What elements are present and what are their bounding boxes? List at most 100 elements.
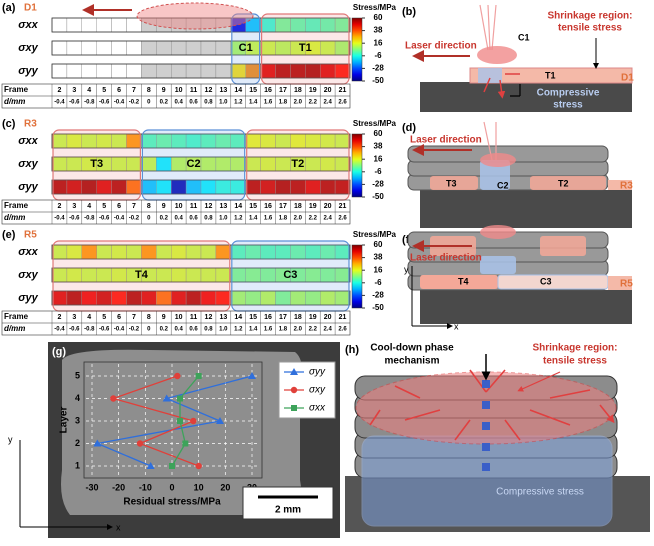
d-label: 2.6 bbox=[338, 216, 347, 222]
colorbar-tick-label: 60 bbox=[374, 13, 383, 22]
specimen-label: R3 bbox=[24, 119, 37, 130]
axis-arrow bbox=[19, 440, 110, 527]
d-label: 0 bbox=[147, 216, 151, 222]
frame-label: 14 bbox=[234, 203, 242, 210]
frame-label: 21 bbox=[339, 203, 347, 210]
legend-marker bbox=[290, 368, 298, 375]
frame-label: 20 bbox=[324, 87, 332, 94]
d-label: 1.2 bbox=[234, 327, 243, 333]
panel-f: (f) Laser direction T4 C3 R5 y x bbox=[402, 225, 633, 331]
d-label: 1.2 bbox=[234, 216, 243, 222]
panel-label: (d) bbox=[402, 122, 416, 134]
heat-cell bbox=[81, 63, 97, 79]
row-label: d/mm bbox=[4, 213, 25, 222]
frame-label: 17 bbox=[279, 203, 287, 210]
frame-label: 15 bbox=[249, 314, 257, 321]
d-label: -0.6 bbox=[99, 327, 110, 333]
substrate bbox=[420, 290, 632, 324]
axis-label: y bbox=[404, 264, 409, 274]
x-tick-label: 20 bbox=[220, 482, 230, 492]
d-label: 1.4 bbox=[249, 100, 258, 106]
region-label: T2 bbox=[291, 158, 304, 170]
specimen-label: R5 bbox=[620, 279, 633, 290]
annotation: Laser direction bbox=[405, 41, 477, 52]
arrow bbox=[517, 371, 561, 392]
melt-pool bbox=[477, 46, 517, 64]
frame-label: 13 bbox=[219, 87, 227, 94]
d-label: 0 bbox=[147, 100, 151, 106]
heatmap-panel: (a) D1 σxx σxy σyy C1 T1 Frame d/mm 2 -0.4 3 -0.6 4 -0… bbox=[1, 2, 397, 109]
row-label: Frame bbox=[4, 201, 29, 210]
specimen-label: D1 bbox=[621, 73, 634, 84]
d-label: 1.6 bbox=[264, 327, 273, 333]
frame-label: 21 bbox=[339, 87, 347, 94]
legend-label: σxx bbox=[309, 403, 326, 414]
heat-cell bbox=[141, 63, 157, 79]
d-label: 2.0 bbox=[294, 327, 303, 333]
frame-label: 10 bbox=[175, 314, 183, 321]
heat-cell bbox=[96, 63, 112, 79]
d-label: 2.6 bbox=[338, 327, 347, 333]
frame-label: 9 bbox=[162, 87, 166, 94]
frame-label: 21 bbox=[339, 314, 347, 321]
frame-label: 14 bbox=[234, 314, 242, 321]
frame-label: 3 bbox=[72, 203, 76, 210]
colorbar-title: Stress/MPa bbox=[353, 230, 397, 239]
heat-cell bbox=[66, 17, 83, 33]
arrow bbox=[483, 73, 520, 95]
heat-cell bbox=[51, 63, 68, 79]
d-label: 1.8 bbox=[279, 327, 288, 333]
marker bbox=[482, 380, 490, 388]
heat-cell bbox=[111, 63, 127, 79]
frame-label: 7 bbox=[132, 203, 136, 210]
compressive-zone bbox=[497, 274, 609, 290]
d-label: 0 bbox=[147, 327, 151, 333]
data-point bbox=[177, 395, 183, 402]
y-tick-label: 5 bbox=[75, 370, 80, 380]
marker bbox=[482, 463, 490, 471]
x-axis-label: Residual stress/MPa bbox=[123, 497, 221, 508]
annotation: tensile stress bbox=[543, 356, 607, 367]
frame-label: 17 bbox=[279, 87, 287, 94]
frame-label: 12 bbox=[205, 203, 213, 210]
axis-label: y bbox=[8, 434, 13, 444]
scale-bar-label: 2 mm bbox=[275, 505, 301, 516]
region-label: C3 bbox=[283, 269, 297, 281]
row-label: σxx bbox=[18, 246, 38, 258]
tensile-zone bbox=[540, 236, 586, 256]
d-label: 2.4 bbox=[323, 100, 332, 106]
region-label: T3 bbox=[446, 178, 457, 188]
colorbar-tick-label: 16 bbox=[374, 38, 383, 47]
frame-label: 16 bbox=[264, 87, 272, 94]
frame-label: 20 bbox=[324, 203, 332, 210]
d-label: -0.2 bbox=[129, 327, 140, 333]
laser-beam bbox=[479, 4, 497, 51]
colorbar-tick-label: -50 bbox=[372, 76, 384, 85]
d-label: -0.2 bbox=[129, 216, 140, 222]
data-point bbox=[146, 462, 155, 469]
colorbar-title: Stress/MPa bbox=[353, 3, 397, 12]
heat-cell bbox=[51, 17, 68, 33]
d-label: 0.2 bbox=[160, 100, 169, 106]
d-label: 1.0 bbox=[219, 327, 228, 333]
colorbar-tick-label: -6 bbox=[374, 167, 382, 176]
colorbar-tick-label: 38 bbox=[374, 26, 383, 35]
arrow bbox=[510, 84, 521, 97]
panel-label: (b) bbox=[402, 6, 416, 18]
panel-label: (h) bbox=[345, 344, 359, 356]
tensile-zone bbox=[530, 176, 606, 190]
tensile-zone bbox=[420, 275, 498, 289]
frame-label: 10 bbox=[175, 203, 183, 210]
d-label: -0.8 bbox=[84, 100, 95, 106]
marker bbox=[482, 443, 490, 451]
d-label: 0.6 bbox=[189, 100, 198, 106]
panel-h: (h) Cool-down phase mechanism Shrinkage … bbox=[345, 343, 650, 532]
data-point bbox=[93, 439, 102, 447]
data-point bbox=[195, 373, 202, 379]
panel-label: (a) bbox=[2, 2, 16, 14]
legend-marker bbox=[290, 386, 298, 394]
colorbar-tick-label: -50 bbox=[372, 192, 384, 201]
specimen-label: R3 bbox=[620, 181, 633, 192]
d-label: 2.4 bbox=[323, 216, 332, 222]
